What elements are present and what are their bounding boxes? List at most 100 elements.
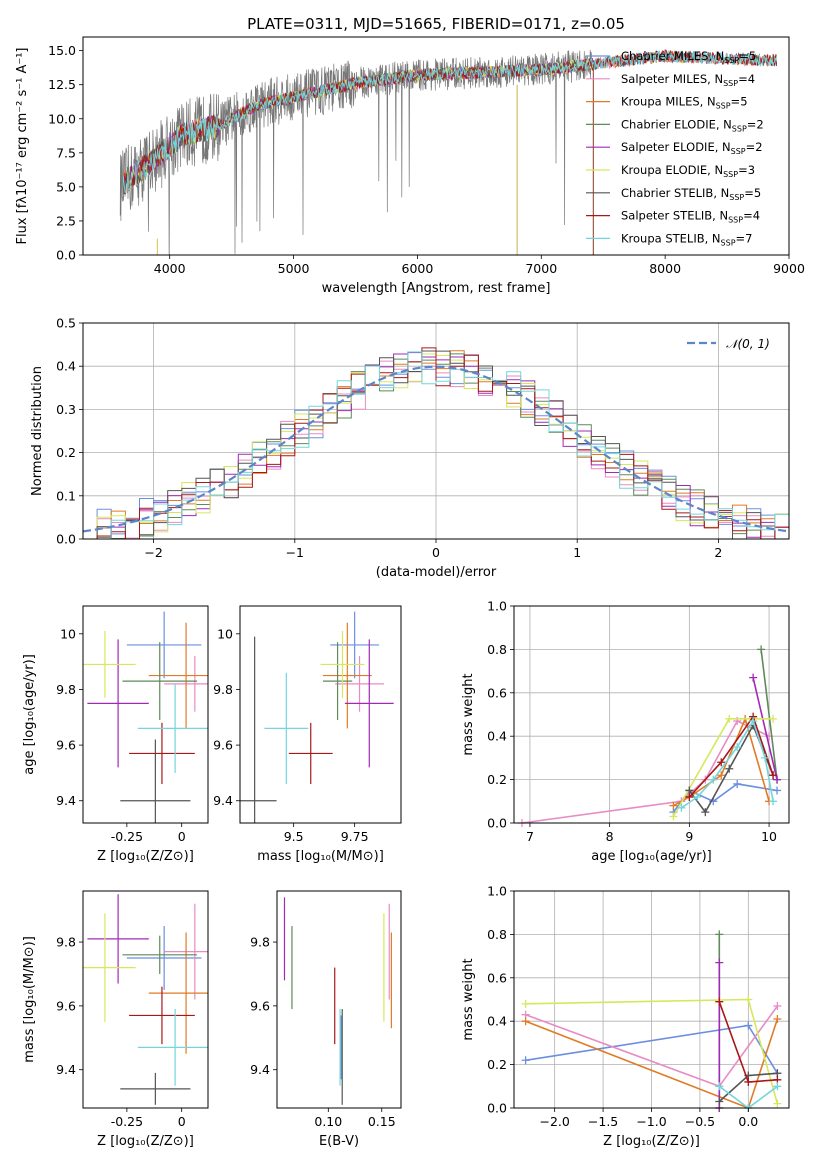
y-tick-label: 9.8: [213, 682, 233, 697]
legend-nssp: 4: [753, 209, 760, 223]
x-tick-label: 0: [178, 1114, 186, 1129]
legend-sep: , N: [708, 49, 724, 63]
weight-marker: [773, 775, 782, 784]
x-tick-label: −1.5: [588, 1114, 618, 1129]
x-tick-label: 8: [606, 829, 614, 844]
legend-sub: SSP: [729, 193, 744, 202]
legend-entry: Chabrier STELIB, NSSP=5: [621, 186, 761, 202]
x-tick-label: -0.25: [111, 1114, 143, 1129]
y-axis-label: Normed distribution: [30, 366, 45, 496]
x-axis-label: E(B-V): [319, 1134, 359, 1149]
legend-name: Chabrier STELIB: [621, 186, 713, 200]
legend-entry: Salpeter ELODIE, NSSP=2: [621, 140, 763, 156]
legend-name: Salpeter STELIB: [621, 209, 712, 223]
x-axis-label: Z [log₁₀(Z/Z⊙)]: [97, 1134, 194, 1149]
weight-marker: [773, 1002, 782, 1011]
x-tick-label: 6000: [402, 261, 434, 276]
legend-entry: Kroupa STELIB, NSSP=7: [621, 231, 753, 247]
legend-sep: , N: [716, 117, 732, 131]
x-tick-label: 0: [432, 545, 440, 560]
weight-marker: [725, 714, 734, 723]
y-tick-label: 9.8: [56, 935, 76, 950]
legend-entry: Kroupa ELODIE, NSSP=3: [621, 163, 755, 179]
weight-marker: [749, 717, 758, 726]
legend-sep: , N: [715, 140, 731, 154]
plot-frame: [82, 36, 790, 256]
x-tick-label: -0.25: [111, 829, 143, 844]
legend-nssp: 5: [749, 49, 756, 63]
y-tick-label: 0.4: [56, 359, 76, 374]
x-tick-label: −2.0: [539, 1114, 569, 1129]
y-tick-label: 15.0: [48, 43, 76, 58]
legend-sub: SSP: [728, 216, 743, 225]
y-tick-label: 9.6: [213, 738, 233, 753]
normal-curve: [82, 365, 790, 533]
y-tick-label: 1.0: [487, 884, 507, 899]
weight-marker: [715, 1097, 724, 1106]
x-tick-label: 0: [178, 829, 186, 844]
y-axis-label: age [log₁₀(age/yr)]: [22, 654, 37, 775]
y-tick-label: 5.0: [56, 179, 76, 194]
x-tick-label: 10: [761, 829, 777, 844]
residual-histogram: [83, 351, 789, 540]
legend-nssp: 7: [745, 231, 752, 245]
y-axis-label: mass weight: [461, 673, 476, 755]
weight-marker: [709, 775, 718, 784]
y-tick-label: 0.4: [487, 729, 507, 744]
weight-marker: [773, 1082, 782, 1091]
legend-nssp: 4: [748, 72, 755, 86]
x-tick-label: 0.10: [314, 1114, 342, 1129]
y-tick-label: 9.4: [213, 793, 233, 808]
legend-sep: , N: [707, 163, 723, 177]
weight-marker: [715, 1082, 724, 1091]
legend-nssp: 5: [754, 186, 761, 200]
y-tick-label: 9.8: [56, 682, 76, 697]
x-axis-label: wavelength [Angstrom, rest frame]: [322, 281, 551, 296]
legend-name: Salpeter MILES: [621, 72, 707, 86]
x-tick-label: 1: [573, 545, 581, 560]
legend-entry: Salpeter STELIB, NSSP=4: [621, 209, 760, 225]
y-tick-label: 0.8: [487, 927, 507, 942]
y-tick-label: 0.2: [487, 772, 507, 787]
legend-name: Salpeter ELODIE: [621, 140, 715, 154]
x-tick-label: −0.5: [685, 1114, 715, 1129]
y-tick-label: 10.0: [48, 111, 76, 126]
x-axis-label: (data-model)/error: [376, 565, 497, 580]
weight-line: [688, 714, 774, 798]
x-tick-label: 5000: [278, 261, 310, 276]
y-tick-label: 2.5: [56, 213, 76, 228]
legend-sub: SSP: [716, 102, 731, 111]
y-tick-label: 9.4: [56, 793, 76, 808]
weight-marker: [701, 808, 710, 817]
x-tick-label: 7000: [525, 261, 557, 276]
legend-sub: SSP: [721, 238, 736, 247]
y-tick-label: 9.6: [56, 998, 76, 1013]
legend-entry: Salpeter MILES, NSSP=4: [621, 72, 755, 88]
weight-marker: [521, 1056, 530, 1065]
legend-entry: Chabrier MILES, NSSP=5: [621, 49, 756, 65]
y-tick-label: 9.6: [56, 738, 76, 753]
legend-entry: Kroupa MILES, NSSP=5: [621, 95, 748, 111]
legend-sep: , N: [713, 186, 729, 200]
x-tick-label: 4000: [154, 261, 186, 276]
legend-eq: =: [738, 163, 748, 177]
weight-marker: [715, 958, 724, 967]
y-axis-label: Flux [fλ10⁻¹⁷ erg cm⁻² s⁻¹ A⁻¹]: [15, 48, 30, 245]
legend-sub: SSP: [723, 79, 738, 88]
x-tick-label: −2: [144, 545, 162, 560]
weight-marker: [715, 930, 724, 939]
weight-marker: [773, 1099, 782, 1108]
y-tick-label: 0.2: [56, 445, 76, 460]
legend-name: Kroupa ELODIE: [621, 163, 707, 177]
y-tick-label: 12.5: [48, 77, 76, 92]
y-tick-label: 0.4: [487, 1014, 507, 1029]
x-tick-label: 2: [714, 545, 722, 560]
weight-marker: [725, 764, 734, 773]
legend-eq: =: [736, 231, 746, 245]
x-tick-label: 0.15: [368, 1114, 396, 1129]
y-tick-label: 0.0: [56, 532, 76, 547]
weight-marker: [773, 1015, 782, 1024]
legend-nssp: 5: [740, 95, 747, 109]
y-tick-label: 0.0: [487, 1101, 507, 1116]
y-tick-label: 10: [60, 626, 76, 641]
